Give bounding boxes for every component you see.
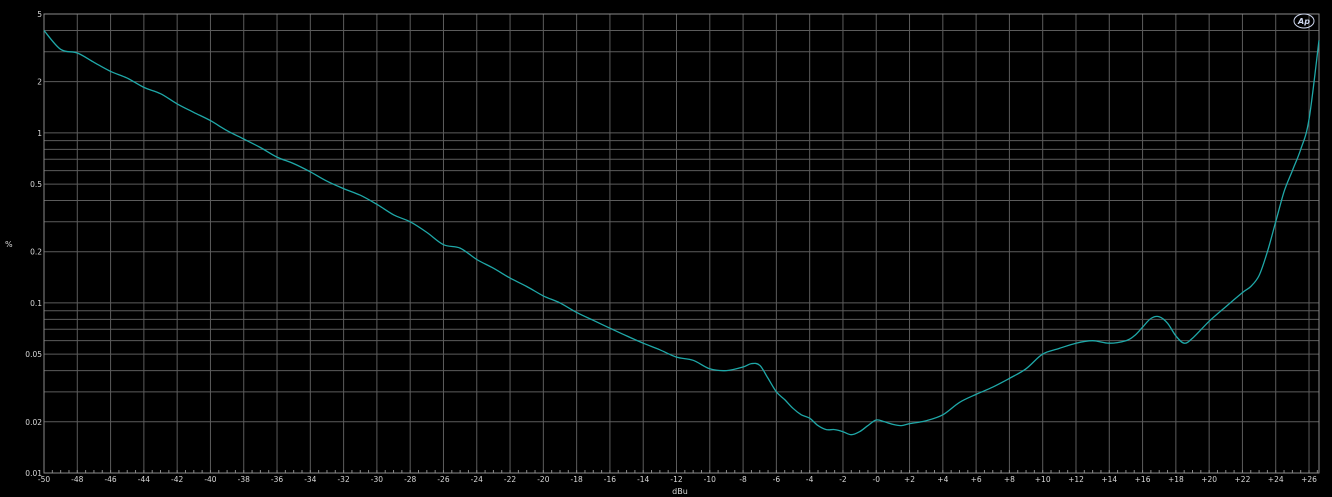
x-tick-label: -38 [238,475,250,484]
y-tick-label: 0.5 [30,180,42,189]
x-tick-label: -22 [504,475,516,484]
ap-logo-text: Ap [1297,17,1310,26]
x-tick-label: -14 [637,475,649,484]
series-line-thd [43,30,1320,436]
y-tick-labels: 5 2 1 0.5 0.2 0.1 0.05 0.02 0.01 [25,10,42,478]
x-axis-label: dBu [672,487,688,496]
y-tick-label: 0.01 [25,469,42,478]
x-tick-label: +8 [1004,475,1015,484]
x-tick-label: -40 [204,475,216,484]
x-tick-label: -34 [304,475,316,484]
y-tick-label: 0.1 [30,299,42,308]
x-tick-label: -36 [271,475,283,484]
x-tick-label: -44 [138,475,150,484]
x-tick-label: +16 [1135,475,1151,484]
x-tick-label: +22 [1235,475,1251,484]
x-tick-label: -46 [104,475,116,484]
y-tick-label: 0.02 [25,418,42,427]
x-tick-label: -50 [38,475,50,484]
y-axis-label: % [5,240,13,249]
x-tick-label: -6 [773,475,781,484]
x-tick-label: -0 [873,475,881,484]
x-tick-label: -26 [437,475,449,484]
x-tick-label: -20 [537,475,549,484]
x-tick-label: -12 [670,475,682,484]
x-tick-label: -42 [171,475,183,484]
x-tick-label: +2 [904,475,915,484]
x-tick-label: -8 [739,475,747,484]
x-tick-label: +26 [1301,475,1317,484]
x-tick-label: -16 [604,475,616,484]
plot-border [43,13,1320,474]
vertical-gridlines [43,14,1310,473]
x-tick-label: -10 [704,475,716,484]
x-tick-label: -2 [839,475,847,484]
ap-logo-ring [1293,13,1315,29]
x-tick-label: +4 [937,475,948,484]
y-tick-label: 0.2 [30,248,42,257]
x-tick-label: +18 [1168,475,1184,484]
y-tick-label: 1 [37,129,42,138]
y-tick-label: 2 [37,78,42,87]
x-tick-labels: -50 -48 -46 -44 -42 -40 -38 -36 -34 -32 -30 -28 -26 -… [38,475,1317,484]
x-tick-label: -24 [471,475,483,484]
x-tick-label: -4 [806,475,814,484]
x-tick-label: +6 [971,475,982,484]
x-tick-label: -48 [71,475,83,484]
ap-logo: Ap [1293,13,1315,29]
x-tick-label: +12 [1068,475,1084,484]
x-tick-label: +10 [1035,475,1051,484]
horizontal-gridlines [44,29,1319,423]
x-tick-label: -18 [571,475,583,484]
x-tick-label: +14 [1101,475,1117,484]
y-tick-label: 5 [37,10,42,19]
x-tick-label: +20 [1201,475,1217,484]
x-tick-label: +24 [1268,475,1284,484]
y-tick-label: 0.05 [25,350,42,359]
x-tick-label: -32 [337,475,349,484]
x-tick-label: -28 [404,475,416,484]
x-tick-label: -30 [371,475,383,484]
